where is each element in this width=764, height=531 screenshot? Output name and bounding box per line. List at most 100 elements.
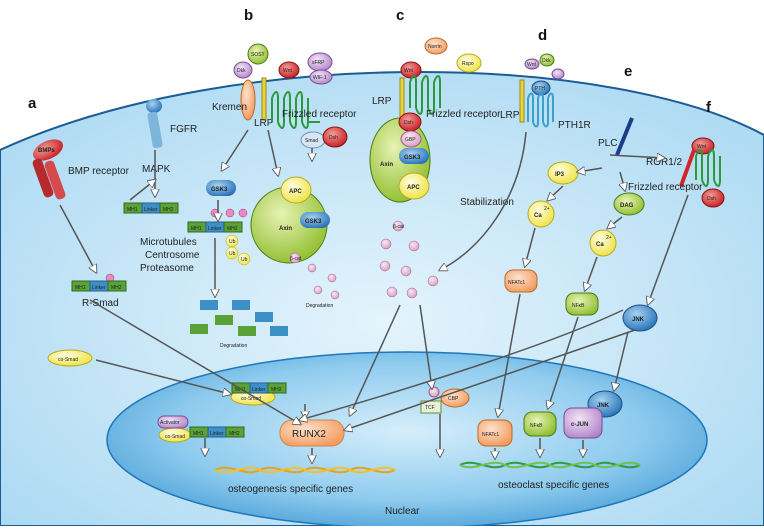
degradation-fragments: [190, 300, 288, 336]
nfatc1-cyto: [504, 269, 538, 293]
dsh-f: [701, 188, 725, 208]
frizzled-b: [271, 91, 320, 129]
low-mh2: MH2: [229, 431, 240, 437]
low-linker: Linker: [210, 431, 224, 437]
bmp-receptor: [32, 139, 66, 200]
lrp-d-label: LRP: [500, 110, 520, 121]
smad-bar-top: [123, 202, 179, 214]
nfatc1-nucleus-label: NFATc1: [482, 432, 499, 438]
degradation-b-label: Degradation: [306, 303, 333, 309]
lrp-d: [519, 79, 525, 123]
gsk3-b: [300, 212, 330, 228]
mh1-text-2: MH1: [191, 226, 202, 232]
wnt-f-label: Wnt: [697, 144, 707, 150]
ca-dag-sup: 2+: [606, 235, 612, 241]
smad-bar-gsk: [187, 221, 243, 233]
sost-b-label: SOST: [251, 52, 265, 58]
wnt-b: [278, 61, 300, 79]
centrosome-label: Centrosome: [145, 250, 200, 261]
pth1r-label: PTH1R: [558, 120, 591, 131]
frizzled-c: [409, 75, 441, 115]
frizzled-f: [695, 149, 721, 187]
linker-text-2: Linker: [208, 226, 222, 232]
apc-b: [280, 176, 312, 204]
fgfr: [146, 99, 163, 149]
nuc-mh1: MH1: [235, 387, 246, 393]
osteoclast-label: osteoclast specific genes: [498, 480, 609, 491]
frizzled-f-label: Frizzled receptor: [628, 182, 703, 193]
pth: [531, 80, 551, 96]
sost-d: [551, 68, 565, 80]
dsh-b: [322, 126, 348, 148]
ub-2: Ub: [229, 251, 236, 257]
dkk-d-label: Dkk: [542, 58, 551, 64]
panel-label-f: f: [706, 99, 712, 116]
linker-text: Linker: [144, 207, 158, 213]
degradation-a-label: Degradation: [220, 343, 247, 349]
panel-label-a: a: [28, 95, 37, 112]
bcat-nucleus: [428, 386, 440, 398]
nfkb-cyto-label: NFκB: [572, 303, 585, 309]
ca-dag-label: Ca: [596, 242, 604, 248]
dag-label: DAG: [620, 203, 634, 209]
gsk3-a-label: GSK3: [211, 187, 228, 193]
frizzled-b-label: Frizzled receptor: [282, 109, 357, 120]
kremen-label: Kremen: [212, 102, 247, 113]
plc: [615, 117, 634, 156]
jnk-cyto-label: JNK: [632, 317, 645, 323]
cosmad-lower-label: co-Smad: [165, 434, 185, 440]
wif1-label: WIF-1: [313, 75, 327, 81]
cosmad-free: [47, 349, 93, 367]
cosmad-nucleus-label: co-Smad: [241, 396, 261, 402]
mh1-text: MH1: [127, 207, 138, 213]
ub-1: Ub: [229, 239, 236, 245]
runx2: [279, 419, 345, 447]
activator-label: Activator: [160, 420, 180, 426]
osteogenesis-label: osteogenesis specific genes: [228, 484, 353, 495]
tcf-label: TCF: [425, 405, 435, 411]
runx2-label: RUNX2: [292, 429, 326, 440]
gsk3-c-label: GSK3: [404, 155, 421, 161]
ub-3: Ub: [241, 257, 248, 263]
dsh-b-label: Dsh: [329, 135, 338, 141]
dna-osteoclast: [459, 461, 641, 469]
lrp-b-label: LRP: [254, 118, 274, 129]
norrin: [424, 37, 448, 55]
proteasome-label: Proteasome: [140, 263, 194, 274]
rsmad-label: R-Smad: [82, 298, 119, 309]
rsmad-mh2: MH2: [111, 285, 122, 291]
mh2-text: MH2: [163, 207, 174, 213]
frizzled-c-label: Frizzled receptor: [426, 109, 501, 120]
stabilization-label: Stabilization: [460, 197, 514, 208]
rspo-label: Rspo: [462, 61, 474, 67]
gbp: [400, 130, 422, 148]
bmp-receptor-label: BMP receptor: [68, 166, 130, 177]
nuc-linker: Linker: [252, 387, 266, 393]
sfrp-label: sFRP: [312, 60, 325, 66]
axin-b-label: Axin: [279, 226, 292, 232]
cjun-label: c-JUN: [571, 422, 588, 428]
bcat-b-label: β-cat: [290, 256, 302, 262]
dna-osteogenesis: [214, 466, 396, 474]
dkk-b: [233, 61, 253, 79]
cjun: [563, 407, 603, 439]
ca-ip3-label: Ca: [534, 213, 542, 219]
mh2-text-2: MH2: [227, 226, 238, 232]
gsk3-a: [206, 180, 236, 196]
lrp-c-label: LRP: [372, 96, 392, 107]
nfatc1-nucleus: [477, 419, 513, 447]
low-mh1: MH1: [193, 431, 204, 437]
gbp-label: GBP: [405, 137, 416, 143]
apc-c-label: APC: [407, 185, 420, 191]
rsmad-bar: [71, 280, 127, 292]
ca-ip3: [527, 200, 555, 228]
wnt-d: [524, 58, 540, 70]
bmps-label: BMPs: [38, 148, 55, 154]
bcat-c-pool: [379, 220, 439, 299]
lrp-c: [399, 77, 405, 119]
dsh-c-label: Dsh: [404, 120, 413, 126]
rsmad-linker: Linker: [92, 285, 106, 291]
wnt-b-label: Wnt: [283, 68, 293, 74]
dkk-b-label: Dkk: [237, 68, 246, 74]
